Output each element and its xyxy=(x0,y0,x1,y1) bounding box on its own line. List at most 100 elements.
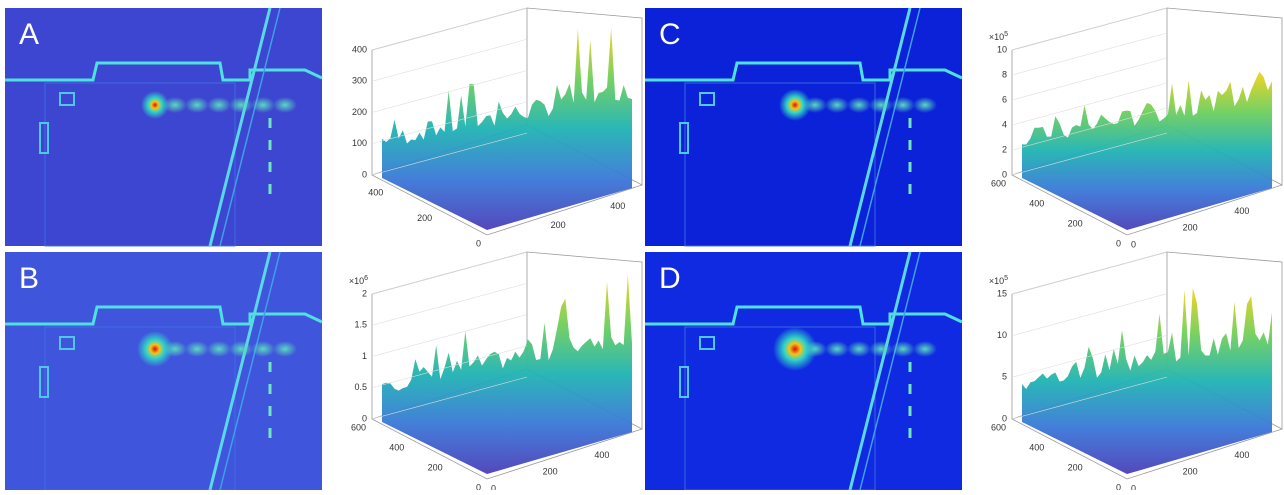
z-tick-label: 6 xyxy=(1002,94,1007,104)
z-grid-line xyxy=(1011,7,1168,51)
exponent-power: 5 xyxy=(1004,31,1008,38)
y-tick-label: 200 xyxy=(1068,462,1083,472)
warm-spot xyxy=(869,341,893,357)
z-tick-label: 400 xyxy=(352,44,367,54)
panel: B00.511.52×10602004006000200400600 xyxy=(5,251,661,493)
z-grid-line xyxy=(1011,251,1168,295)
window xyxy=(59,92,75,106)
exponent-base: ×10 xyxy=(989,276,1004,286)
exponent-base: ×10 xyxy=(349,276,364,286)
z-exponent: ×106 xyxy=(349,275,368,287)
warm-spot xyxy=(869,97,893,113)
roof-line xyxy=(645,61,963,82)
crane xyxy=(848,251,912,491)
y-tick-label: 0 xyxy=(476,238,481,248)
z-grid-line xyxy=(1011,376,1168,420)
z-grid-line xyxy=(1011,57,1168,101)
window xyxy=(39,366,49,398)
z-tick-label: 0.5 xyxy=(354,382,367,392)
z-grid-line xyxy=(1011,32,1168,76)
x-tick-label: 0 xyxy=(1131,483,1136,490)
y-tick-label: 600 xyxy=(351,422,366,432)
z-grid-line xyxy=(371,70,528,113)
exponent-power: 6 xyxy=(364,275,368,282)
window xyxy=(39,122,49,154)
crane xyxy=(208,251,272,491)
roof-line xyxy=(645,305,963,326)
x-tick-label: 200 xyxy=(543,467,558,477)
y-tick-label: 600 xyxy=(991,422,1006,432)
surface xyxy=(1022,287,1272,474)
z-grid-line xyxy=(371,101,528,145)
z-grid-line xyxy=(371,7,528,51)
y-tick-label: 200 xyxy=(417,213,432,223)
crane xyxy=(219,7,281,247)
warm-spot xyxy=(913,97,937,113)
z-grid-line xyxy=(371,345,528,389)
z-grid-line xyxy=(371,314,528,357)
floor-edge xyxy=(1011,174,1283,236)
x-tick-label: 200 xyxy=(1183,467,1198,477)
z-grid-line xyxy=(371,38,528,82)
warm-spot xyxy=(185,97,209,113)
z-tick-label: 15 xyxy=(997,288,1007,298)
heatmap-image: A xyxy=(5,7,323,247)
warm-spot xyxy=(229,341,253,357)
x-tick-label: 400 xyxy=(1234,206,1249,216)
crane xyxy=(219,251,281,491)
x-tick-label: 0 xyxy=(491,483,496,490)
z-tick-label: 1.5 xyxy=(354,320,367,330)
window xyxy=(699,92,715,106)
z-tick-label: 0 xyxy=(362,413,367,423)
x-tick-label: 400 xyxy=(1234,450,1249,460)
z-tick-label: 2 xyxy=(1002,144,1007,154)
warm-spot xyxy=(891,341,915,357)
z-grid-line xyxy=(1011,107,1168,151)
x-tick-label: 400 xyxy=(594,450,609,460)
warm-spot xyxy=(913,341,937,357)
z-grid-line xyxy=(371,132,528,176)
hot-spot xyxy=(773,327,817,371)
floor-edge xyxy=(371,418,643,480)
z-grid-line xyxy=(1011,132,1168,176)
z-tick-label: 2 xyxy=(362,288,367,298)
z-tick-label: 1 xyxy=(362,351,367,361)
heatmap-image: D xyxy=(645,251,963,491)
y-tick-label: 0 xyxy=(1116,482,1121,490)
crane xyxy=(859,251,921,491)
y-tick-label: 400 xyxy=(389,442,404,452)
z-grid-line xyxy=(1011,82,1168,126)
y-tick-label: 400 xyxy=(368,187,383,197)
z-tick-label: 8 xyxy=(1002,69,1007,79)
z-exponent: ×105 xyxy=(989,31,1008,43)
x-tick-label: 0 xyxy=(1131,239,1136,249)
y-tick-label: 400 xyxy=(1029,198,1044,208)
roof-line xyxy=(5,305,323,326)
warm-spot xyxy=(891,97,915,113)
z-tick-label: 0 xyxy=(1002,413,1007,423)
crane xyxy=(208,7,272,247)
z-grid-line xyxy=(371,376,528,420)
z-grid-line xyxy=(1011,335,1168,378)
floor-edge xyxy=(371,174,643,236)
z-tick-label: 0 xyxy=(1002,169,1007,179)
exponent-power: 5 xyxy=(1004,275,1008,282)
surface xyxy=(382,274,632,474)
z-grid-line xyxy=(371,251,528,295)
y-tick-label: 200 xyxy=(428,462,443,472)
warm-spot xyxy=(825,341,849,357)
y-tick-label: 400 xyxy=(1029,442,1044,452)
warm-spot xyxy=(185,341,209,357)
heatmap-image: B xyxy=(5,251,323,491)
z-exponent: ×105 xyxy=(989,275,1008,287)
warm-spot xyxy=(163,97,187,113)
window xyxy=(59,336,75,350)
exponent-base: ×10 xyxy=(989,32,1004,42)
z-tick-label: 10 xyxy=(997,44,1007,54)
